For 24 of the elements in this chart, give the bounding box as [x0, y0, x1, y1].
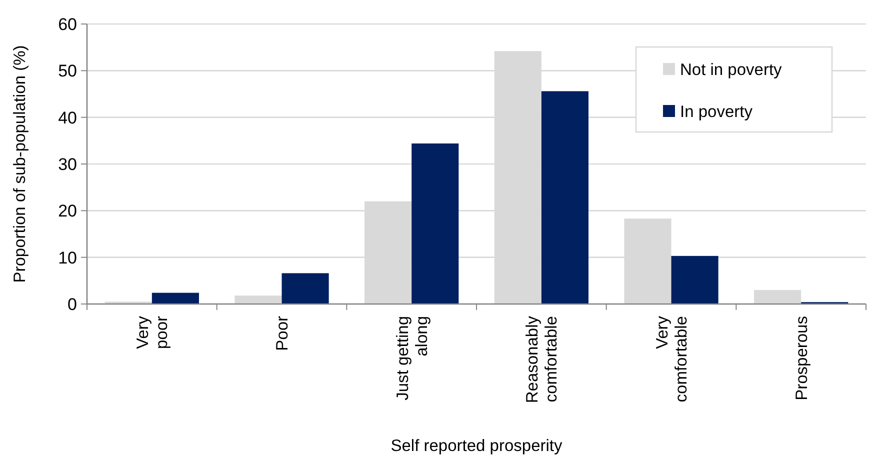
y-tick-label: 50 — [58, 62, 77, 81]
bar — [234, 296, 282, 304]
x-tick-label: Poor — [274, 316, 292, 351]
bar — [282, 273, 329, 304]
bar — [754, 290, 802, 304]
x-tick-label: Just getting along — [394, 316, 431, 400]
y-axis-title: Proportion of sub-population (%) — [11, 45, 29, 283]
legend-label: Not in poverty — [680, 60, 783, 79]
x-tick-label: Very poor — [134, 315, 172, 350]
y-tick-label: 20 — [58, 202, 77, 221]
x-axis-title: Self reported prosperity — [390, 437, 563, 455]
y-tick-label: 30 — [58, 154, 77, 174]
bar — [412, 143, 459, 304]
y-tick-label: 40 — [58, 108, 77, 128]
bar — [541, 91, 588, 304]
y-tick-label: 10 — [58, 248, 77, 268]
y-tick-label: 60 — [58, 14, 77, 34]
legend-label: In poverty — [680, 102, 754, 121]
x-tick-label: Reasonably comfortable — [524, 315, 561, 404]
bar — [671, 256, 718, 304]
bar — [152, 292, 199, 304]
y-tick-label: 0 — [68, 294, 77, 314]
x-tick-label: Prosperous — [792, 316, 811, 400]
x-tick-label: Very comfortable — [654, 315, 691, 402]
